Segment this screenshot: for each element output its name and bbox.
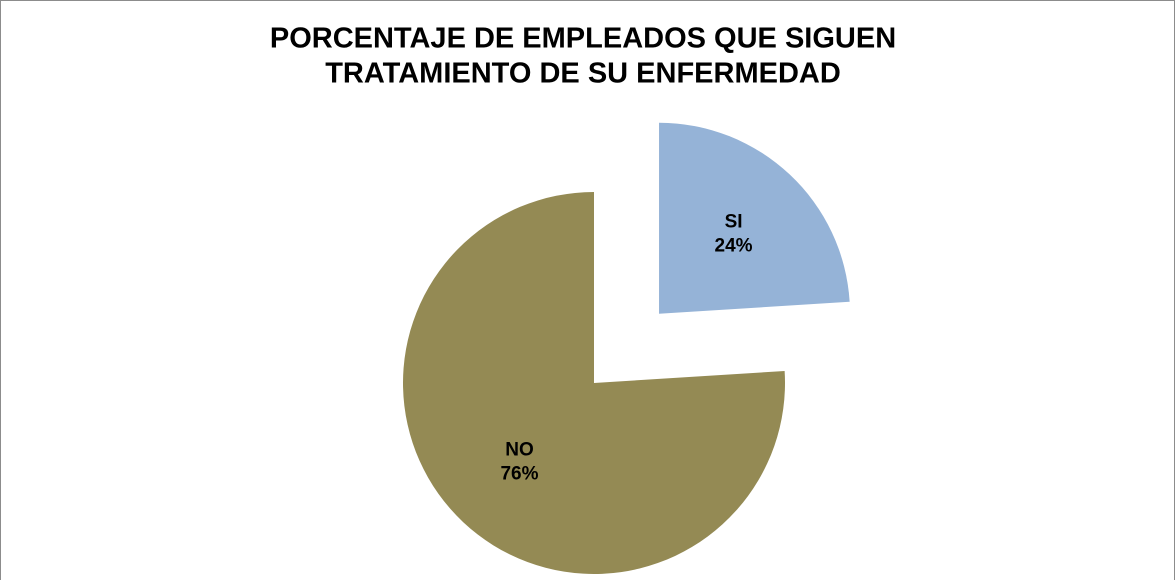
slice-value-label: 76% [500, 463, 538, 484]
pie-slice [659, 122, 850, 314]
slice-value-label: 24% [715, 235, 753, 256]
slice-category-label: NO [505, 439, 534, 460]
pie-slice [403, 192, 785, 574]
slice-category-label: SI [725, 211, 743, 232]
chart-title: PORCENTAJE DE EMPLEADOS QUE SIGUEN [270, 23, 896, 55]
chart-title: TRATAMIENTO DE SU ENFERMEDAD [325, 58, 841, 90]
